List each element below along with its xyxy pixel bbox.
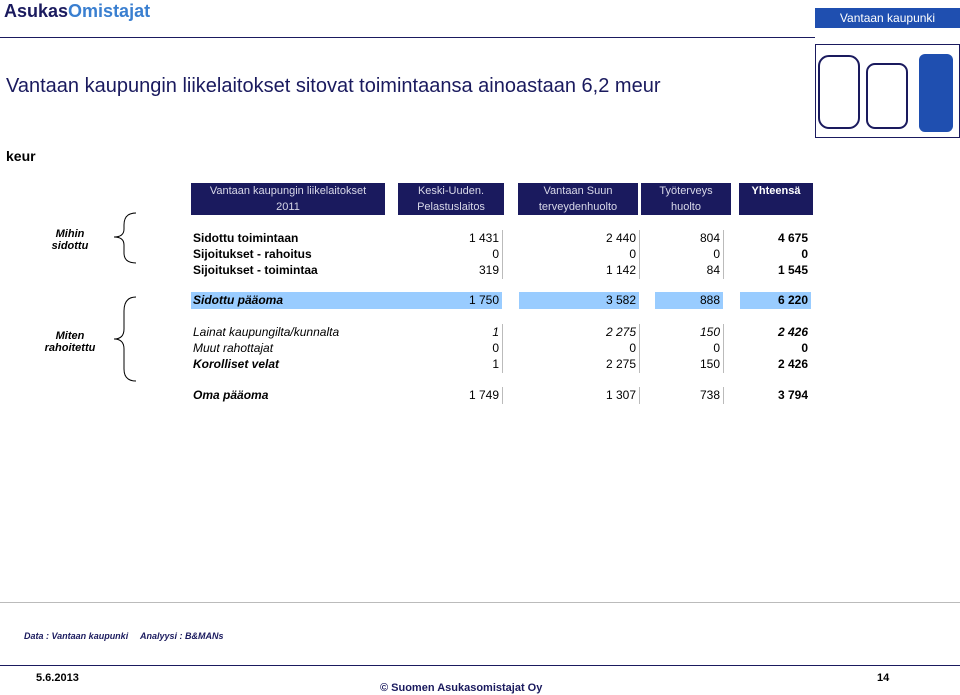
date: 5.6.2013 bbox=[36, 672, 79, 684]
header-line: Työterveys bbox=[659, 185, 713, 197]
column-header: Yhteensä bbox=[739, 183, 813, 215]
cell: 0 bbox=[801, 341, 808, 355]
logo-part: Omistajat bbox=[68, 1, 151, 21]
header-line: 2011 bbox=[276, 201, 300, 213]
cell: 3 582 bbox=[519, 292, 639, 309]
row-label: Muut rahottajat bbox=[193, 341, 274, 355]
braces bbox=[113, 212, 137, 382]
cell: 2 426 bbox=[777, 325, 808, 339]
logo-part: Asukas bbox=[4, 1, 69, 21]
cell: 0 bbox=[398, 340, 503, 357]
cell: 738 bbox=[655, 387, 724, 404]
cell: 319 bbox=[398, 262, 503, 279]
cell: 4 675 bbox=[777, 231, 808, 245]
row-label: Sijoitukset - rahoitus bbox=[193, 247, 312, 261]
source: Data : Vantaan kaupunki bbox=[24, 631, 129, 641]
analysis: Analyysi : B&MANs bbox=[140, 631, 224, 641]
cell: 0 bbox=[398, 246, 503, 263]
cell: 804 bbox=[655, 230, 724, 247]
cell: 888 bbox=[655, 292, 723, 309]
header-line: huolto bbox=[671, 201, 701, 213]
column-header: Vantaan kaupungin liikelaitokset 2011 bbox=[191, 183, 385, 215]
cell: 0 bbox=[801, 247, 808, 261]
cell: 1 545 bbox=[777, 263, 808, 277]
divider bbox=[0, 37, 815, 38]
title: Vantaan kaupungin liikelaitokset sitovat… bbox=[6, 75, 661, 97]
cell: 2 275 bbox=[519, 324, 640, 341]
column-header: Työterveys huolto bbox=[641, 183, 731, 215]
column-header: Vantaan Suun terveydenhuolto bbox=[518, 183, 638, 215]
row-label: Lainat kaupungilta/kunnalta bbox=[193, 325, 340, 339]
cell: 3 794 bbox=[777, 388, 808, 402]
header-line: Vantaan kaupungin liikelaitokset bbox=[209, 185, 367, 197]
group-line: Miten bbox=[55, 330, 85, 342]
row-label: Sidottu pääoma bbox=[191, 292, 398, 309]
unit: keur bbox=[6, 148, 36, 164]
group-label: Mihin sidottu bbox=[30, 228, 110, 252]
cell: 6 220 bbox=[740, 292, 811, 309]
cell: 0 bbox=[655, 246, 724, 263]
cell: 1 749 bbox=[398, 387, 503, 404]
row-label: Korolliset velat bbox=[193, 357, 280, 371]
rule bbox=[0, 602, 960, 603]
header-line: Vantaan Suun bbox=[543, 185, 613, 197]
group-line: Mihin bbox=[55, 228, 85, 240]
org-logo bbox=[815, 44, 960, 138]
column-header: Keski-Uuden. Pelastuslaitos bbox=[398, 183, 504, 215]
cell: 1 142 bbox=[519, 262, 640, 279]
cell: 150 bbox=[655, 324, 724, 341]
footer-line bbox=[0, 665, 960, 666]
logo: AsukasOmistajat bbox=[4, 1, 150, 22]
header-line: Keski-Uuden. bbox=[417, 185, 485, 197]
cell: 150 bbox=[655, 356, 724, 373]
cell: 1 bbox=[398, 356, 503, 373]
cell: 2 426 bbox=[777, 357, 808, 371]
cell: 1 bbox=[398, 324, 503, 341]
row-label: Oma pääoma bbox=[193, 388, 269, 402]
cell: 1 431 bbox=[398, 230, 503, 247]
cell: 2 440 bbox=[519, 230, 640, 247]
cell: 1 750 bbox=[398, 292, 502, 309]
org-label: Vantaan kaupunki bbox=[815, 8, 960, 28]
row-label: Sidottu toimintaan bbox=[193, 231, 299, 245]
cell: 84 bbox=[655, 262, 724, 279]
group-label: Miten rahoitettu bbox=[30, 330, 110, 354]
cell: 0 bbox=[519, 340, 640, 357]
cell: 0 bbox=[655, 340, 724, 357]
header-line: terveydenhuolto bbox=[538, 201, 618, 213]
page-number: 14 bbox=[877, 672, 890, 684]
group-line: rahoitettu bbox=[44, 342, 96, 354]
cell: 1 307 bbox=[519, 387, 640, 404]
cell: 2 275 bbox=[519, 356, 640, 373]
cell: 0 bbox=[519, 246, 640, 263]
header-line: Pelastuslaitos bbox=[417, 201, 485, 213]
header-line: Yhteensä bbox=[751, 185, 801, 197]
row-label: Sijoitukset - toimintaa bbox=[193, 263, 318, 277]
copyright: © Suomen Asukasomistajat Oy bbox=[380, 682, 543, 694]
group-line: sidottu bbox=[51, 240, 89, 252]
